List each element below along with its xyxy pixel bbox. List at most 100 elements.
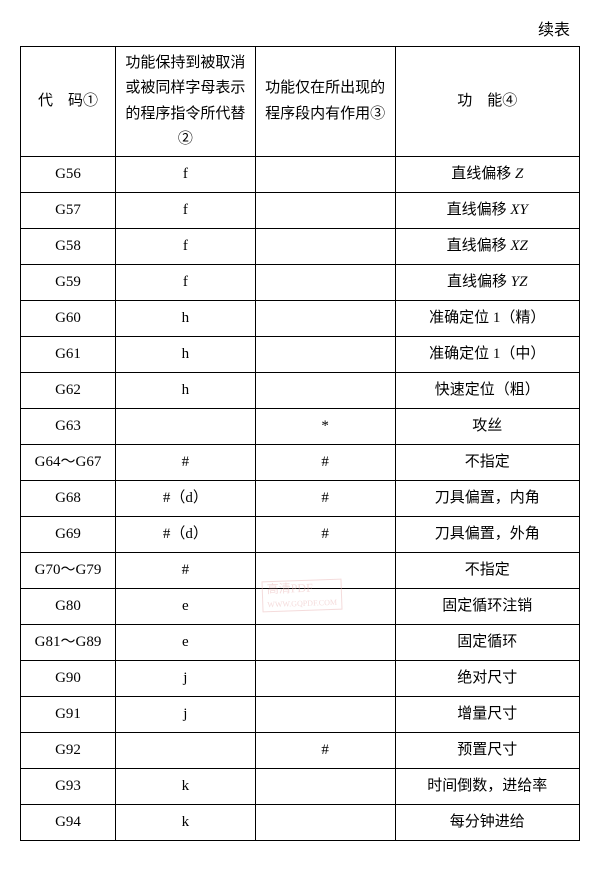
cell-block [255,157,395,193]
cell-func: 增量尺寸 [395,697,579,733]
cell-func: 不指定 [395,553,579,589]
header-code: 代 码① [21,47,116,157]
table-row: G58f直线偏移 XZ [21,229,580,265]
cell-func: 准确定位 1（精） [395,301,579,337]
cell-func: 直线偏移 Z [395,157,579,193]
cell-keep: k [116,769,256,805]
cell-keep: f [116,265,256,301]
func-prefix: 直线偏移 [451,166,515,182]
cell-code: G56 [21,157,116,193]
table-row: G69#（d）#刀具偏置，外角 [21,517,580,553]
cell-code: G94 [21,805,116,841]
cell-func: 固定循环 [395,625,579,661]
cell-code: G60 [21,301,116,337]
table-row: G64～G67##不指定 [21,445,580,481]
cell-block: # [255,481,395,517]
table-row: G91j 增量尺寸 [21,697,580,733]
cell-func: 预置尺寸 [395,733,579,769]
cell-code: G81～G89 [21,625,116,661]
cell-keep: e [116,589,256,625]
cell-code: G92 [21,733,116,769]
cell-code: G64～G67 [21,445,116,481]
continue-label: 续表 [20,16,580,40]
cell-code: G61 [21,337,116,373]
table-row: G92 #预置尺寸 [21,733,580,769]
cell-keep [116,409,256,445]
func-prefix: 直线偏移 [447,274,511,290]
cell-keep: j [116,661,256,697]
cell-block [255,229,395,265]
cell-func: 每分钟进给 [395,805,579,841]
table-row: G93k 时间倒数，进给率 [21,769,580,805]
cell-func: 快速定位（粗） [395,373,579,409]
cell-keep: #（d） [116,517,256,553]
cell-keep: j [116,697,256,733]
cell-block [255,265,395,301]
cell-func: 直线偏移 XY [395,193,579,229]
cell-block: # [255,733,395,769]
cell-func: 攻丝 [395,409,579,445]
cell-code: G62 [21,373,116,409]
cell-func: 刀具偏置，内角 [395,481,579,517]
cell-code: G90 [21,661,116,697]
table-row: G90j绝对尺寸 [21,661,580,697]
table-header-row: 代 码① 功能保持到被取消或被同样字母表示的程序指令所代替② 功能仅在所出现的程… [21,47,580,157]
cell-keep: #（d） [116,481,256,517]
gcode-table: 代 码① 功能保持到被取消或被同样字母表示的程序指令所代替② 功能仅在所出现的程… [20,46,580,841]
func-italic: XY [510,202,528,218]
cell-func: 直线偏移 YZ [395,265,579,301]
cell-block [255,805,395,841]
page: 续表 代 码① 功能保持到被取消或被同样字母表示的程序指令所代替② 功能仅在所出… [0,0,600,861]
func-italic: YZ [511,274,528,290]
cell-block: * [255,409,395,445]
cell-keep: f [116,229,256,265]
table-row: G56f 直线偏移 Z [21,157,580,193]
table-row: G94k 每分钟进给 [21,805,580,841]
cell-func: 准确定位 1（中） [395,337,579,373]
header-block: 功能仅在所出现的程序段内有作用③ [255,47,395,157]
cell-keep: k [116,805,256,841]
cell-code: G70～G79 [21,553,116,589]
cell-block [255,373,395,409]
table-row: G60h 准确定位 1（精） [21,301,580,337]
table-row: G62h快速定位（粗） [21,373,580,409]
table-row: G63 *攻丝 [21,409,580,445]
cell-block [255,661,395,697]
cell-code: G91 [21,697,116,733]
cell-code: G68 [21,481,116,517]
header-keep: 功能保持到被取消或被同样字母表示的程序指令所代替② [116,47,256,157]
cell-block [255,769,395,805]
table-row: G81～G89e 固定循环 [21,625,580,661]
table-row: G57f直线偏移 XY [21,193,580,229]
cell-code: G63 [21,409,116,445]
cell-block [255,193,395,229]
cell-block [255,301,395,337]
table-row: G59f 直线偏移 YZ [21,265,580,301]
cell-func: 不指定 [395,445,579,481]
cell-keep: h [116,337,256,373]
cell-keep: e [116,625,256,661]
func-prefix: 直线偏移 [447,238,511,254]
cell-func: 直线偏移 XZ [395,229,579,265]
cell-code: G93 [21,769,116,805]
cell-code: G69 [21,517,116,553]
cell-keep: # [116,445,256,481]
func-prefix: 直线偏移 [447,202,511,218]
cell-block: # [255,445,395,481]
cell-code: G57 [21,193,116,229]
cell-block [255,589,395,625]
cell-func: 刀具偏置，外角 [395,517,579,553]
table-row: G80e固定循环注销 [21,589,580,625]
cell-keep [116,733,256,769]
cell-block [255,697,395,733]
func-italic: Z [515,166,523,182]
cell-keep: f [116,157,256,193]
cell-block [255,625,395,661]
cell-keep: h [116,301,256,337]
cell-func: 时间倒数，进给率 [395,769,579,805]
table-row: G61h 准确定位 1（中） [21,337,580,373]
cell-code: G59 [21,265,116,301]
cell-func: 固定循环注销 [395,589,579,625]
table-row: G68#（d）#刀具偏置，内角 [21,481,580,517]
cell-keep: # [116,553,256,589]
